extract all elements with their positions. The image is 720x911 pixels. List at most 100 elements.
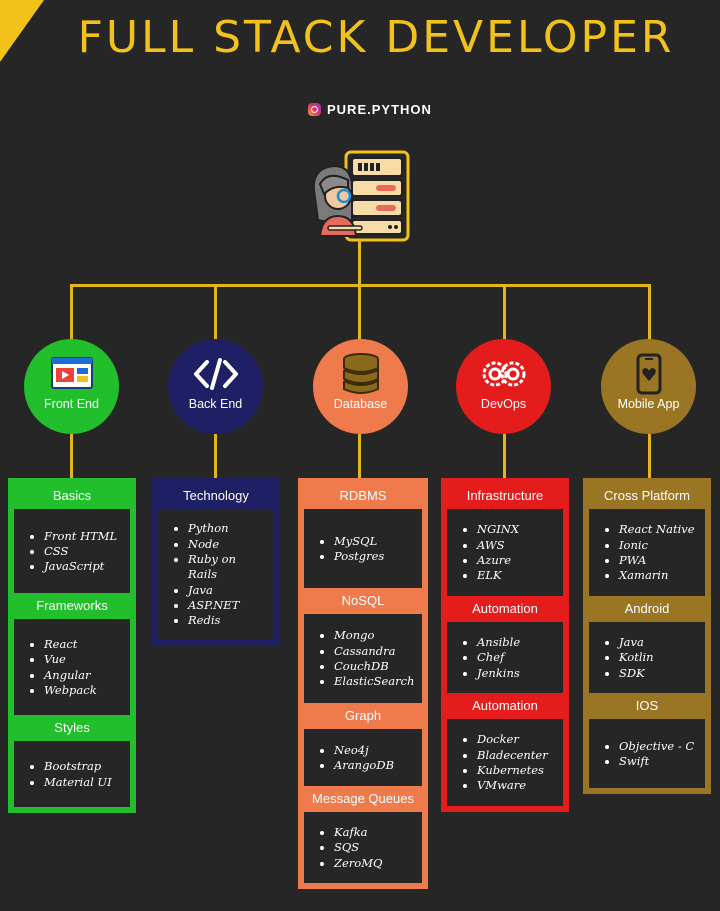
list-item: JavaScript bbox=[44, 559, 122, 574]
section-list: Java Kotlin SDK bbox=[589, 622, 705, 693]
list-item: Java bbox=[619, 635, 697, 650]
list-item: Material UI bbox=[44, 775, 122, 790]
connector-database-col bbox=[358, 434, 361, 480]
code-brackets-icon bbox=[193, 353, 239, 395]
list-item: SQS bbox=[334, 840, 414, 855]
list-item: Front HTML bbox=[44, 529, 122, 544]
list-item: Jenkins bbox=[477, 666, 555, 681]
section-list: Kafka SQS ZeroMQ bbox=[304, 812, 422, 883]
list-item: MySQL bbox=[334, 534, 414, 549]
section-list: Bootstrap Material UI bbox=[14, 741, 130, 807]
list-item: Mongo bbox=[334, 628, 414, 643]
list-item: Kotlin bbox=[619, 650, 697, 665]
list-item: Angular bbox=[44, 668, 122, 683]
column-devops: Infrastructure NGINX AWS Azure ELK Autom… bbox=[441, 478, 569, 812]
section-list: React Native Ionic PWA Xamarin bbox=[589, 509, 705, 596]
list-item: Node bbox=[188, 537, 266, 552]
list-item: Ansible bbox=[477, 635, 555, 650]
category-database: Database bbox=[313, 339, 408, 434]
connector-front-end-col bbox=[70, 434, 73, 480]
section-list: Ansible Chef Jenkins bbox=[447, 622, 563, 693]
connector-drop-back-end bbox=[214, 284, 217, 342]
section-list: Docker Bladecenter Kubernetes VMware bbox=[447, 719, 563, 806]
section-title: Cross Platform bbox=[604, 488, 690, 503]
list-item: Ionic bbox=[619, 538, 697, 553]
list-item: ELK bbox=[477, 568, 555, 583]
section-list: Front HTML CSS JavaScript bbox=[14, 509, 130, 593]
list-item: Postgres bbox=[334, 549, 414, 564]
list-item: Chef bbox=[477, 650, 555, 665]
list-item: Webpack bbox=[44, 683, 122, 698]
list-item: Redis bbox=[188, 613, 266, 628]
list-item: PWA bbox=[619, 553, 697, 568]
corner-accent bbox=[0, 0, 44, 62]
connector-drop-database bbox=[358, 284, 361, 342]
section-title: NoSQL bbox=[341, 593, 385, 608]
connector-drop-front-end bbox=[70, 284, 73, 342]
section-title: Technology bbox=[183, 488, 249, 503]
category-front-end: Front End bbox=[24, 339, 119, 434]
category-mobile-app: Mobile App bbox=[601, 339, 696, 434]
column-front-end: Basics Front HTML CSS JavaScript Framewo… bbox=[8, 478, 136, 813]
devops-gears-icon bbox=[479, 353, 529, 395]
list-item: Vue bbox=[44, 652, 122, 667]
developer-server-icon bbox=[306, 150, 416, 250]
category-label: DevOps bbox=[480, 397, 527, 411]
category-back-end: Back End bbox=[168, 339, 263, 434]
list-item: Java bbox=[188, 583, 266, 598]
mobile-phone-icon bbox=[636, 353, 662, 395]
section-title: Automation bbox=[472, 601, 538, 616]
category-label: Front End bbox=[44, 397, 99, 411]
list-item: Kafka bbox=[334, 825, 414, 840]
list-item: Ruby on Rails bbox=[188, 552, 266, 583]
section-title: IOS bbox=[635, 698, 659, 713]
section-title: Graph bbox=[344, 708, 382, 723]
list-item: Xamarin bbox=[619, 568, 697, 583]
list-item: Objective - C bbox=[619, 739, 697, 754]
category-label: Mobile App bbox=[617, 397, 680, 411]
social-handle: PURE.PYTHON bbox=[308, 101, 432, 117]
section-list: Mongo Cassandra CouchDB ElasticSearch bbox=[304, 614, 422, 703]
section-list: NGINX AWS Azure ELK bbox=[447, 509, 563, 596]
database-stack-icon bbox=[341, 353, 381, 395]
page-title: FULL STACK DEVELOPER bbox=[77, 12, 675, 63]
instagram-icon bbox=[308, 102, 321, 116]
list-item: SDK bbox=[619, 666, 697, 681]
list-item: React Native bbox=[619, 522, 697, 537]
list-item: Neo4j bbox=[334, 743, 414, 758]
list-item: Bladecenter bbox=[477, 748, 555, 763]
connector-devops-col bbox=[503, 434, 506, 480]
handle-text: PURE.PYTHON bbox=[327, 101, 432, 117]
section-list: Python Node Ruby on Rails Java ASP.NET R… bbox=[158, 509, 274, 640]
category-label: Back End bbox=[188, 397, 243, 411]
connector-back-end-col bbox=[214, 434, 217, 480]
browser-window-icon bbox=[50, 353, 94, 395]
list-item: CSS bbox=[44, 544, 122, 559]
list-item: ASP.NET bbox=[188, 598, 266, 613]
list-item: Swift bbox=[619, 754, 697, 769]
section-list: Objective - C Swift bbox=[589, 719, 705, 788]
connector-drop-devops bbox=[503, 284, 506, 342]
section-title: RDBMS bbox=[339, 488, 387, 503]
list-item: CouchDB bbox=[334, 659, 414, 674]
section-title: Basics bbox=[52, 488, 92, 503]
column-mobile-app: Cross Platform React Native Ionic PWA Xa… bbox=[583, 478, 711, 794]
connector-trunk bbox=[358, 240, 361, 287]
list-item: Bootstrap bbox=[44, 759, 122, 774]
list-item: React bbox=[44, 637, 122, 652]
list-item: Azure bbox=[477, 553, 555, 568]
connector-drop-mobile bbox=[648, 284, 651, 342]
column-database: RDBMS MySQL Postgres NoSQL Mongo Cassand… bbox=[298, 478, 428, 889]
connector-mobile-col bbox=[648, 434, 651, 480]
list-item: Cassandra bbox=[334, 644, 414, 659]
category-label: Database bbox=[333, 397, 388, 411]
section-list: MySQL Postgres bbox=[304, 509, 422, 588]
list-item: ZeroMQ bbox=[334, 856, 414, 871]
list-item: ArangoDB bbox=[334, 758, 414, 773]
section-title: Automation bbox=[472, 698, 538, 713]
section-list: React Vue Angular Webpack bbox=[14, 619, 130, 715]
list-item: ElasticSearch bbox=[334, 674, 414, 689]
list-item: Python bbox=[188, 521, 266, 536]
section-title: Infrastructure bbox=[466, 488, 544, 503]
category-devops: DevOps bbox=[456, 339, 551, 434]
